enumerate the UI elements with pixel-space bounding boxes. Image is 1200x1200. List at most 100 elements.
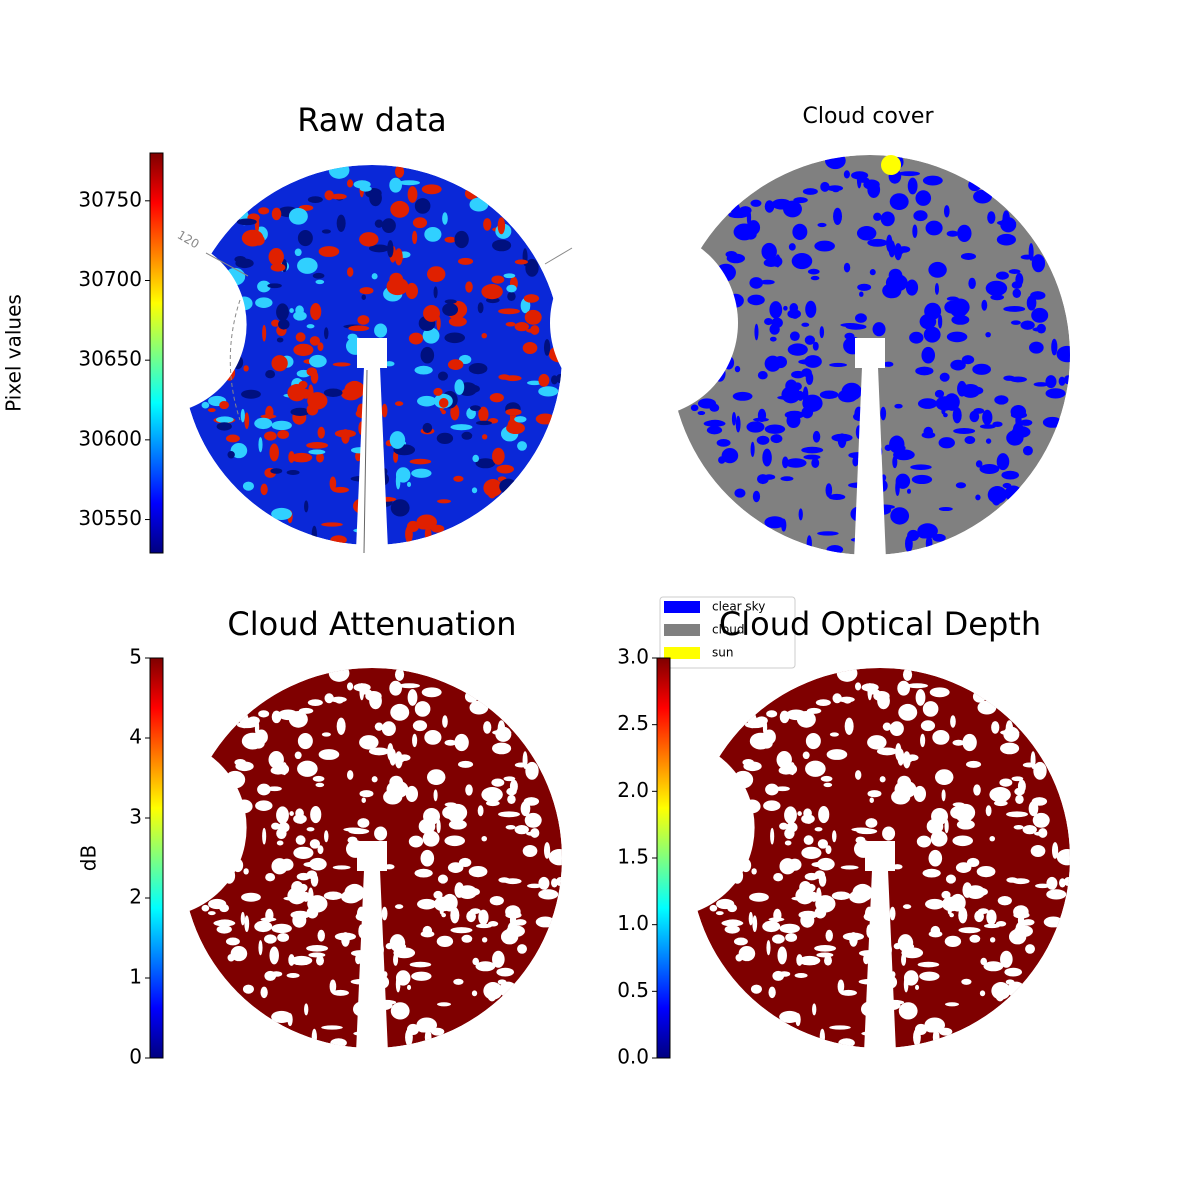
- texture-blob: [348, 325, 370, 332]
- texture-blob: [885, 273, 908, 292]
- texture-blob: [765, 783, 779, 796]
- texture-blob: [882, 722, 892, 731]
- texture-blob: [270, 468, 283, 474]
- texture-blob: [254, 417, 273, 430]
- mask-wedge: [864, 870, 896, 1053]
- texture-blob: [255, 800, 273, 811]
- texture-blob: [389, 177, 402, 193]
- texture-blob: [920, 720, 936, 732]
- mask-wedge: [356, 870, 388, 1053]
- texture-blob: [1045, 375, 1057, 389]
- texture-blob: [407, 984, 412, 990]
- texture-blob: [838, 1038, 855, 1048]
- texture-blob: [390, 1002, 410, 1020]
- polar-grid: [363, 369, 368, 554]
- texture-blob: [794, 973, 808, 978]
- texture-blob: [387, 240, 394, 258]
- texture-blob: [987, 486, 1007, 504]
- texture-blob: [294, 248, 302, 257]
- texture-blob: [398, 180, 420, 186]
- texture-blob: [311, 525, 317, 543]
- texture-blob: [796, 710, 816, 728]
- texture-blob: [825, 845, 832, 855]
- texture-blob: [260, 986, 268, 999]
- texture-blob: [242, 481, 254, 491]
- texture-blob: [290, 955, 313, 966]
- texture-blob: [734, 365, 741, 373]
- texture-blob: [973, 784, 981, 796]
- texture-blob: [1031, 254, 1046, 273]
- texture-blob: [1022, 445, 1033, 456]
- texture-blob: [414, 365, 433, 375]
- texture-blob: [290, 452, 313, 463]
- texture-blob: [929, 687, 950, 698]
- texture-blob: [764, 516, 786, 529]
- texture-blob: [468, 363, 488, 375]
- texture-blob: [347, 770, 354, 780]
- texture-blob: [766, 940, 771, 956]
- texture-blob: [260, 917, 277, 922]
- texture-blob: [964, 436, 976, 444]
- texture-blob: [267, 283, 282, 289]
- texture-blob: [944, 300, 961, 314]
- texture-blob: [381, 906, 388, 921]
- texture-blob: [355, 450, 362, 462]
- texture-blob: [517, 441, 527, 451]
- texture-blob: [271, 207, 282, 221]
- texture-blob: [770, 434, 783, 444]
- texture-blob: [939, 372, 950, 382]
- texture-blob: [945, 874, 956, 884]
- texture-blob: [406, 520, 420, 533]
- texture-blob: [290, 910, 310, 920]
- texture-blob: [286, 470, 300, 475]
- texture-blob: [990, 294, 1005, 301]
- texture-blob: [798, 910, 818, 920]
- texture-blob: [414, 198, 431, 214]
- texture-blob: [324, 830, 329, 843]
- texture-blob: [310, 302, 322, 321]
- texture-blob: [267, 786, 282, 792]
- texture-blob: [422, 925, 433, 937]
- texture-blob: [423, 304, 441, 322]
- texture-blob: [270, 263, 286, 272]
- texture-blob: [315, 782, 325, 788]
- texture-blob: [437, 874, 448, 884]
- texture-blob: [727, 904, 738, 913]
- panel-title: Cloud Attenuation: [227, 605, 516, 643]
- colorbar-tick-label: 3.0: [617, 645, 649, 669]
- texture-blob: [395, 467, 411, 483]
- texture-blob: [709, 904, 718, 912]
- texture-blob: [771, 317, 783, 328]
- texture-blob: [914, 1023, 928, 1036]
- texture-blob: [503, 776, 516, 782]
- texture-blob: [265, 370, 276, 379]
- texture-blob: [972, 363, 991, 375]
- texture-blob: [243, 868, 249, 875]
- texture-blob: [996, 271, 1009, 280]
- texture-blob: [941, 832, 946, 843]
- texture-blob: [471, 990, 478, 997]
- texture-blob: [928, 261, 947, 278]
- texture-blob: [814, 945, 837, 952]
- texture-blob: [919, 971, 940, 981]
- texture-blob: [306, 324, 315, 329]
- texture-blob: [798, 508, 803, 521]
- texture-blob: [829, 1025, 851, 1030]
- texture-blob: [527, 380, 542, 386]
- texture-blob: [207, 911, 216, 916]
- texture-blob: [201, 904, 210, 912]
- texture-blob: [826, 545, 844, 555]
- texture-blob: [444, 299, 457, 304]
- texture-blob: [1046, 889, 1067, 900]
- texture-blob: [355, 953, 362, 965]
- texture-blob: [768, 917, 785, 922]
- texture-blob: [989, 937, 996, 943]
- texture-blob: [506, 787, 517, 796]
- texture-blob: [952, 739, 965, 746]
- texture-blob: [316, 955, 324, 966]
- texture-blob: [979, 990, 986, 997]
- texture-blob: [968, 277, 976, 290]
- texture-blob: [805, 732, 821, 750]
- texture-blob: [258, 940, 263, 956]
- texture-blob: [258, 710, 270, 718]
